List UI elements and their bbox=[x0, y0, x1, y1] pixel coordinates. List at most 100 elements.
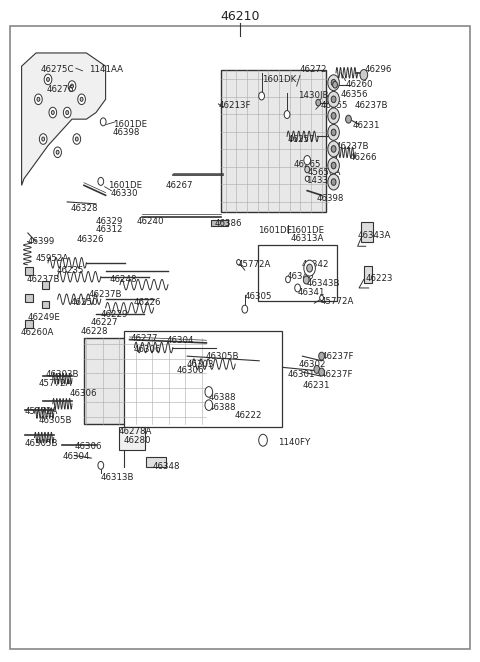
Bar bbox=[364, 266, 372, 283]
Text: 46342: 46342 bbox=[301, 260, 329, 269]
Text: 46306: 46306 bbox=[70, 389, 97, 399]
Circle shape bbox=[54, 147, 61, 158]
Bar bbox=[258, 245, 337, 301]
Text: 46248: 46248 bbox=[109, 275, 137, 284]
Text: 46249E: 46249E bbox=[28, 313, 60, 322]
Text: 46388: 46388 bbox=[209, 402, 236, 412]
Circle shape bbox=[49, 107, 57, 118]
Text: 46313A: 46313A bbox=[290, 234, 324, 243]
Text: 46304: 46304 bbox=[62, 452, 90, 461]
Circle shape bbox=[98, 461, 104, 469]
Bar bbox=[42, 281, 49, 289]
Circle shape bbox=[328, 75, 339, 91]
Text: 46341: 46341 bbox=[298, 288, 325, 297]
Text: 46303B: 46303B bbox=[46, 369, 79, 379]
Text: 46278A: 46278A bbox=[119, 427, 153, 436]
Circle shape bbox=[305, 166, 310, 173]
Text: 1430JB: 1430JB bbox=[298, 91, 328, 101]
Text: 46237B: 46237B bbox=[89, 290, 122, 299]
Text: 46240: 46240 bbox=[137, 217, 164, 226]
Circle shape bbox=[35, 94, 42, 105]
Circle shape bbox=[331, 179, 336, 185]
Text: 46296: 46296 bbox=[365, 65, 392, 74]
Bar bbox=[25, 294, 33, 302]
Circle shape bbox=[331, 113, 336, 119]
Text: 45658A: 45658A bbox=[307, 167, 341, 177]
Circle shape bbox=[319, 368, 324, 376]
Text: 1433CF: 1433CF bbox=[306, 175, 339, 185]
Text: 46272: 46272 bbox=[300, 65, 327, 74]
Text: 1141AA: 1141AA bbox=[89, 65, 123, 74]
Circle shape bbox=[37, 97, 40, 101]
Text: 46399: 46399 bbox=[28, 237, 55, 246]
Circle shape bbox=[331, 162, 336, 169]
Circle shape bbox=[328, 108, 339, 124]
Text: 46306: 46306 bbox=[133, 345, 161, 354]
Circle shape bbox=[331, 129, 336, 136]
Text: 46386: 46386 bbox=[215, 219, 242, 228]
Circle shape bbox=[331, 96, 336, 103]
Text: 46275C: 46275C bbox=[41, 65, 74, 74]
Text: 46306: 46306 bbox=[177, 366, 204, 375]
Text: 46257: 46257 bbox=[288, 134, 315, 144]
Circle shape bbox=[42, 137, 45, 141]
Circle shape bbox=[56, 150, 59, 154]
Text: 46227: 46227 bbox=[90, 318, 118, 327]
Text: 46235: 46235 bbox=[57, 265, 84, 275]
Text: 1601DE: 1601DE bbox=[113, 120, 147, 129]
Circle shape bbox=[284, 111, 290, 118]
Text: 46228: 46228 bbox=[81, 326, 108, 336]
Bar bbox=[84, 338, 206, 424]
Circle shape bbox=[360, 70, 368, 80]
Text: 1601DE: 1601DE bbox=[290, 226, 324, 235]
Circle shape bbox=[328, 91, 339, 107]
Bar bbox=[221, 70, 326, 212]
Text: 46213F: 46213F bbox=[218, 101, 251, 111]
Bar bbox=[211, 220, 228, 226]
Circle shape bbox=[331, 79, 336, 86]
Text: 46260: 46260 bbox=[346, 80, 373, 89]
Text: 46229: 46229 bbox=[101, 310, 128, 319]
Bar bbox=[361, 222, 373, 242]
Text: 46326: 46326 bbox=[77, 235, 104, 244]
Circle shape bbox=[259, 434, 267, 446]
Text: 45952A: 45952A bbox=[36, 254, 69, 263]
Text: 1601DK: 1601DK bbox=[262, 75, 296, 84]
Text: 46388: 46388 bbox=[209, 393, 236, 402]
Circle shape bbox=[71, 84, 73, 88]
Text: 46305B: 46305B bbox=[38, 416, 72, 425]
Circle shape bbox=[307, 264, 312, 272]
Circle shape bbox=[205, 387, 213, 397]
Circle shape bbox=[73, 134, 81, 144]
Circle shape bbox=[319, 352, 324, 360]
Circle shape bbox=[328, 141, 339, 157]
Circle shape bbox=[295, 284, 300, 292]
Text: 45772A: 45772A bbox=[38, 379, 72, 389]
Text: 46305B: 46305B bbox=[25, 439, 59, 448]
Text: 46398: 46398 bbox=[113, 128, 140, 137]
Circle shape bbox=[314, 365, 320, 373]
Circle shape bbox=[237, 260, 240, 265]
Circle shape bbox=[75, 137, 78, 141]
Text: 46260A: 46260A bbox=[20, 328, 54, 338]
Text: 46226: 46226 bbox=[133, 298, 161, 307]
Circle shape bbox=[205, 400, 213, 410]
Circle shape bbox=[333, 81, 337, 88]
Circle shape bbox=[68, 81, 76, 91]
Text: 46267: 46267 bbox=[166, 181, 193, 190]
Text: 46356: 46356 bbox=[341, 89, 368, 99]
Circle shape bbox=[78, 94, 85, 105]
Text: 46237F: 46237F bbox=[321, 369, 353, 379]
Text: 46328: 46328 bbox=[71, 204, 98, 213]
Bar bbox=[146, 457, 166, 467]
Circle shape bbox=[286, 276, 290, 283]
Text: 46340: 46340 bbox=[287, 272, 314, 281]
Text: 46237B: 46237B bbox=[26, 275, 60, 284]
Circle shape bbox=[328, 158, 339, 173]
Text: 1140FY: 1140FY bbox=[278, 438, 311, 447]
Circle shape bbox=[242, 305, 248, 313]
Text: 46237B: 46237B bbox=[336, 142, 370, 152]
Circle shape bbox=[39, 134, 47, 144]
Text: 1601DE: 1601DE bbox=[108, 181, 142, 190]
Text: 46312: 46312 bbox=[96, 225, 123, 234]
